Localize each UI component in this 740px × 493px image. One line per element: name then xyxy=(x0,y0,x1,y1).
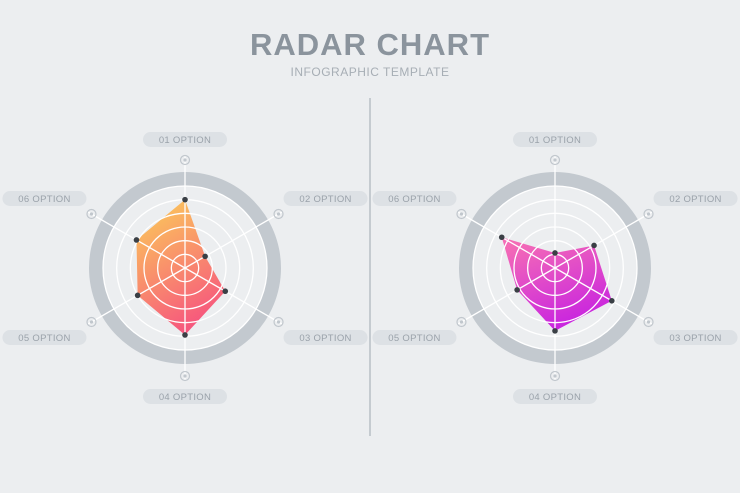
data-point xyxy=(222,288,229,295)
data-point xyxy=(591,242,597,249)
axis-marker-icon xyxy=(549,370,561,382)
option-label-pill: 01 OPTION xyxy=(513,132,597,147)
radar-chart-left: 01 OPTION 02 OPTION 03 OPTION 04 OPTION 05 O… xyxy=(2,132,368,404)
data-polygon xyxy=(136,199,226,335)
axis-marker-icon xyxy=(179,370,191,382)
option-label-pill: 04 OPTION xyxy=(143,389,227,404)
option-label: 05 OPTION xyxy=(18,333,70,344)
axis-marker-icon xyxy=(86,316,97,328)
option-label-pill: 05 OPTION xyxy=(372,330,457,345)
option-label-pill: 02 OPTION xyxy=(653,191,738,206)
option-label: 04 OPTION xyxy=(529,392,581,403)
data-point xyxy=(133,237,140,243)
axis-marker-icon xyxy=(456,208,467,220)
axis-marker-icon xyxy=(456,316,467,328)
axis-spoke xyxy=(457,267,556,325)
axis-marker-icon xyxy=(86,208,97,220)
data-point xyxy=(182,196,188,203)
option-label-pill: 03 OPTION xyxy=(283,330,368,345)
axis-marker-icon xyxy=(643,208,654,220)
option-label-pill: 01 OPTION xyxy=(143,132,227,147)
data-point xyxy=(609,298,615,304)
data-point xyxy=(498,234,505,241)
page-title: RADAR CHART xyxy=(249,27,491,62)
axis-marker-icon xyxy=(549,154,561,166)
option-label-pill: 02 OPTION xyxy=(283,191,368,206)
data-point xyxy=(552,328,558,334)
data-point xyxy=(182,332,188,338)
option-label-pill: 05 OPTION xyxy=(2,330,87,345)
option-label: 06 OPTION xyxy=(388,194,440,205)
option-label: 05 OPTION xyxy=(388,333,440,344)
option-label: 02 OPTION xyxy=(299,194,351,205)
option-label-pill: 06 OPTION xyxy=(372,191,457,206)
data-point xyxy=(134,292,141,299)
radar-chart-right: 01 OPTION 02 OPTION 03 OPTION 04 OPTION 05 O… xyxy=(372,132,738,404)
axis-spoke xyxy=(457,211,556,269)
data-point xyxy=(552,250,558,256)
option-label-pill: 04 OPTION xyxy=(513,389,597,404)
axis-marker-icon xyxy=(273,316,284,328)
axis-marker-icon xyxy=(179,154,191,166)
page-subtitle: INFOGRAPHIC TEMPLATE xyxy=(290,65,450,79)
option-label: 03 OPTION xyxy=(669,333,721,344)
center-divider xyxy=(369,98,371,436)
data-point xyxy=(514,287,520,293)
option-label: 01 OPTION xyxy=(529,135,581,146)
option-label: 03 OPTION xyxy=(299,333,351,344)
option-label-pill: 03 OPTION xyxy=(653,330,738,345)
option-label: 02 OPTION xyxy=(669,194,721,205)
axis-marker-icon xyxy=(273,208,284,220)
axis-spoke xyxy=(554,211,653,269)
axis-spoke xyxy=(554,267,653,325)
axis-spoke xyxy=(184,211,283,269)
option-label-pill: 06 OPTION xyxy=(2,191,87,206)
option-label: 01 OPTION xyxy=(159,135,211,146)
option-label: 04 OPTION xyxy=(159,392,211,403)
data-point xyxy=(202,253,208,260)
axis-marker-icon xyxy=(643,316,654,328)
axis-spoke xyxy=(184,267,283,325)
option-label: 06 OPTION xyxy=(18,194,70,205)
